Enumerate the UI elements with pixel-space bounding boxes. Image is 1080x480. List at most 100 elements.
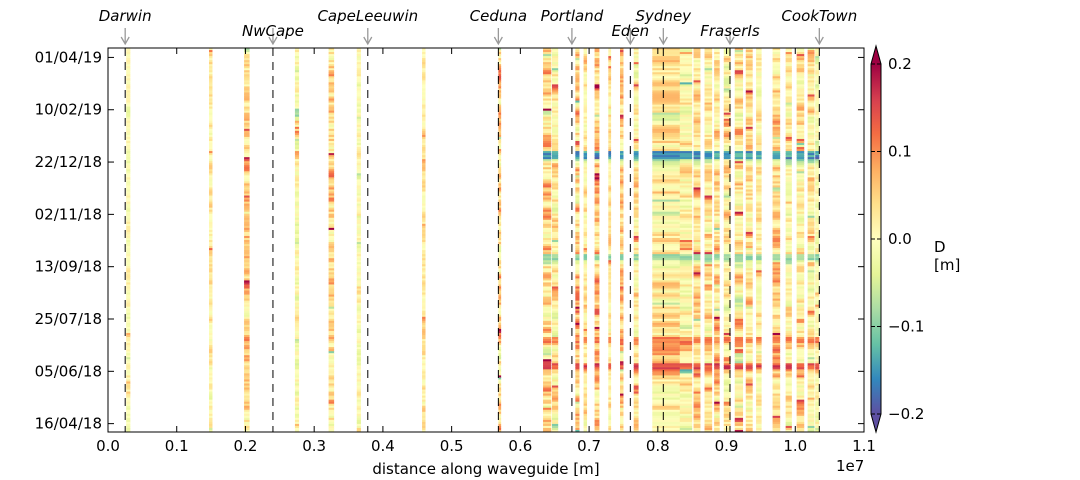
heatmap-cell [583, 233, 588, 237]
heatmap-cell [723, 225, 731, 229]
heatmap-cell [356, 225, 361, 229]
heatmap-cell [422, 268, 426, 271]
heatmap-cell [543, 246, 552, 249]
heatmap-cell [551, 413, 559, 417]
heatmap-cell [785, 66, 792, 69]
heatmap-cell [745, 355, 753, 358]
heatmap-cell [756, 145, 762, 148]
heatmap-cell [294, 425, 300, 429]
heatmap-cell [723, 199, 731, 203]
heatmap-cell [126, 351, 131, 354]
heatmap-cell [498, 393, 502, 397]
heatmap-cell [356, 50, 361, 53]
heatmap-cell [422, 290, 426, 294]
heatmap-cell [608, 278, 612, 282]
heatmap-cell [608, 429, 612, 432]
heatmap-cell [126, 235, 131, 239]
heatmap-cell [551, 233, 559, 237]
heatmap-cell [328, 138, 335, 142]
heatmap-cell [294, 120, 300, 124]
heatmap-cell [693, 381, 701, 385]
heatmap-cell [679, 377, 693, 381]
heatmap-cell [734, 120, 744, 124]
heatmap-cell [583, 300, 588, 304]
heatmap-cell [498, 272, 502, 275]
heatmap-cell [575, 118, 580, 122]
heatmap-cell [704, 341, 713, 344]
heatmap-cell [679, 308, 693, 312]
heatmap-cell [583, 423, 588, 427]
heatmap-cell [422, 369, 426, 372]
heatmap-cell [734, 100, 744, 104]
heatmap-cell [356, 302, 361, 306]
heatmap-cell [328, 175, 335, 178]
heatmap-cell [772, 112, 781, 116]
heatmap-cell [620, 341, 624, 344]
heatmap-cell [422, 110, 426, 114]
heatmap-cell [422, 413, 426, 417]
heatmap-cell [209, 383, 213, 387]
heatmap-cell [244, 306, 250, 310]
heatmap-cell [551, 361, 559, 364]
heatmap-cell [575, 427, 580, 431]
heatmap-cell [772, 167, 781, 170]
heatmap-cell [704, 217, 713, 221]
heatmap-cell [328, 104, 335, 108]
heatmap-cell [693, 128, 701, 132]
heatmap-cell [126, 389, 131, 393]
heatmap-cell [583, 118, 588, 122]
heatmap-cell [608, 357, 612, 360]
heatmap-cell [723, 252, 731, 255]
heatmap-cell [244, 407, 250, 411]
heatmap-cell [745, 381, 753, 385]
heatmap-cell [633, 167, 639, 170]
heatmap-cell [679, 145, 693, 148]
heatmap-cell [704, 140, 713, 144]
heatmap-cell [745, 310, 753, 314]
heatmap-cell [583, 381, 588, 385]
heatmap-cell [422, 401, 426, 405]
heatmap-cell [608, 213, 612, 217]
heatmap-cell [126, 302, 131, 306]
heatmap-cell [704, 118, 713, 122]
heatmap-cell [633, 128, 639, 132]
heatmap-cell [209, 78, 213, 81]
heatmap-cell [126, 64, 131, 67]
heatmap-cell [126, 217, 131, 221]
heatmap-cell [652, 258, 684, 261]
heatmap-cell [679, 242, 693, 245]
heatmap-cell [551, 367, 559, 370]
heatmap-cell [723, 262, 731, 265]
heatmap-cell [723, 328, 731, 332]
heatmap-cell [328, 395, 335, 399]
heatmap-cell [679, 78, 693, 81]
heatmap-cell [583, 136, 588, 140]
heatmap-cell [620, 349, 624, 352]
heatmap-cell [704, 134, 713, 138]
heatmap-cell [734, 425, 744, 429]
heatmap-cell [652, 322, 684, 326]
heatmap-cell [244, 66, 250, 69]
heatmap-cell [745, 371, 753, 374]
heatmap-cell [594, 381, 600, 385]
heatmap-cell [244, 403, 250, 407]
heatmap-cell [594, 365, 600, 368]
heatmap-cell [704, 425, 713, 429]
heatmap-cell [328, 149, 335, 152]
heatmap-cell [608, 193, 612, 197]
heatmap-cell [652, 286, 684, 290]
heatmap-cell [551, 177, 559, 180]
heatmap-cell [620, 110, 624, 114]
heatmap-cell [498, 256, 502, 259]
heatmap-cell [652, 70, 684, 73]
heatmap-cell [633, 215, 639, 219]
heatmap-cell [498, 334, 502, 338]
heatmap-cell [551, 145, 559, 148]
heatmap-cell [745, 379, 753, 383]
heatmap-cell [608, 84, 612, 87]
heatmap-cell [608, 217, 612, 221]
heatmap-cell [608, 284, 612, 288]
heatmap-cell [734, 244, 744, 247]
heatmap-cell [583, 229, 588, 233]
heatmap-cell [714, 161, 720, 164]
